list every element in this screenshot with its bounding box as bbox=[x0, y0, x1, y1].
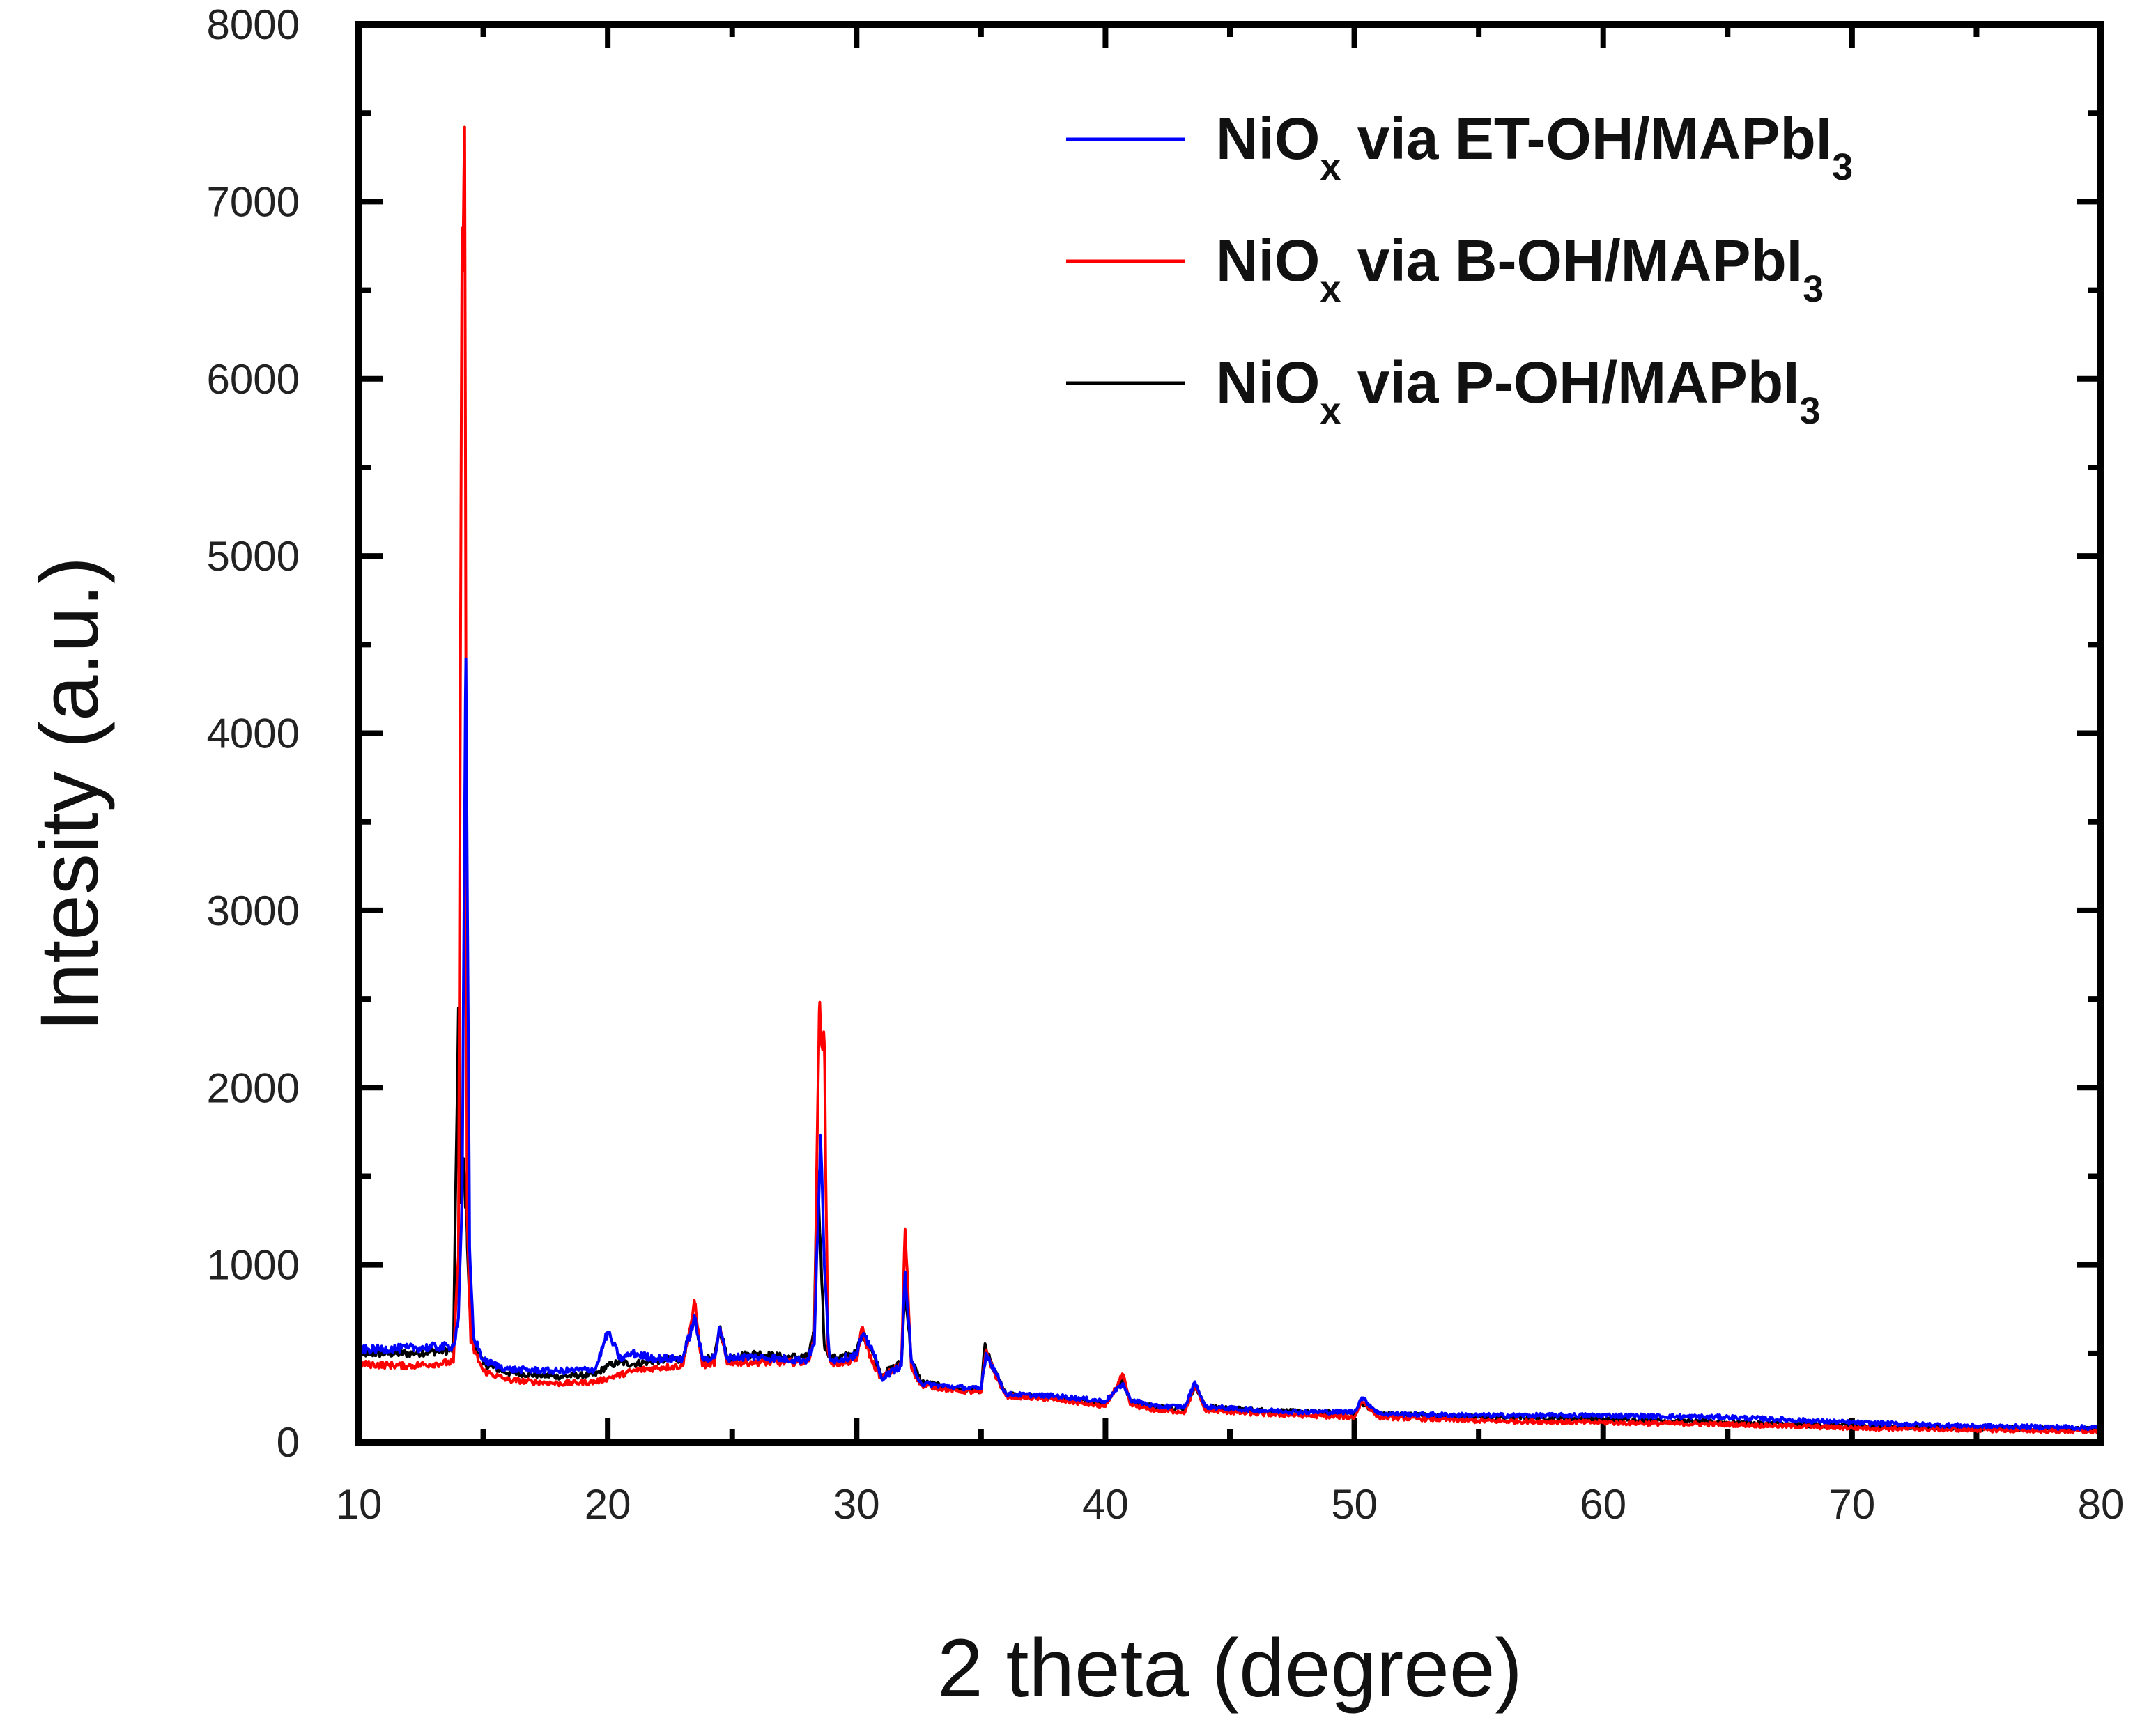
series-line-2 bbox=[357, 657, 2102, 1432]
legend-label: NiOx via B-OH/MAPbI3 bbox=[1216, 228, 1824, 310]
y-tick-label: 2000 bbox=[207, 1064, 300, 1111]
x-tick-label: 60 bbox=[1580, 1481, 1626, 1528]
x-tick-label: 20 bbox=[585, 1481, 631, 1528]
y-tick-label: 5000 bbox=[207, 533, 300, 580]
y-tick-label: 4000 bbox=[207, 711, 300, 757]
x-tick-label: 80 bbox=[2078, 1481, 2125, 1528]
legend: NiOx via ET-OH/MAPbI3 NiOx via B-OH/MAPbI… bbox=[1066, 106, 1853, 432]
x-axis-title: 2 theta (degree) bbox=[937, 1622, 1523, 1714]
plot-frame bbox=[355, 21, 2104, 1446]
y-tick-label: 8000 bbox=[207, 1, 300, 48]
series-line-1 bbox=[357, 125, 2102, 1434]
tick-labels: 10 20 30 40 50 60 70 80 0 1000 2000 3000 4000 5000 600… bbox=[207, 1, 2125, 1528]
plot-lines bbox=[357, 125, 2102, 1434]
y-tick-label: 1000 bbox=[207, 1242, 300, 1289]
x-tick-label: 10 bbox=[336, 1481, 383, 1528]
y-axis-title: Intesity (a.u.) bbox=[24, 557, 116, 1032]
x-tick-label: 50 bbox=[1331, 1481, 1378, 1528]
y-tick-label: 6000 bbox=[207, 356, 300, 403]
y-tick-label: 7000 bbox=[207, 178, 300, 225]
x-tick-label: 40 bbox=[1082, 1481, 1129, 1528]
x-tick-label: 70 bbox=[1828, 1481, 1875, 1528]
x-tick-label: 30 bbox=[833, 1481, 880, 1528]
y-tick-label: 3000 bbox=[207, 888, 300, 934]
legend-label: NiOx via ET-OH/MAPbI3 bbox=[1216, 106, 1853, 188]
y-tick-label: 0 bbox=[277, 1419, 300, 1466]
legend-label: NiOx via P-OH/MAPbI3 bbox=[1216, 350, 1821, 432]
